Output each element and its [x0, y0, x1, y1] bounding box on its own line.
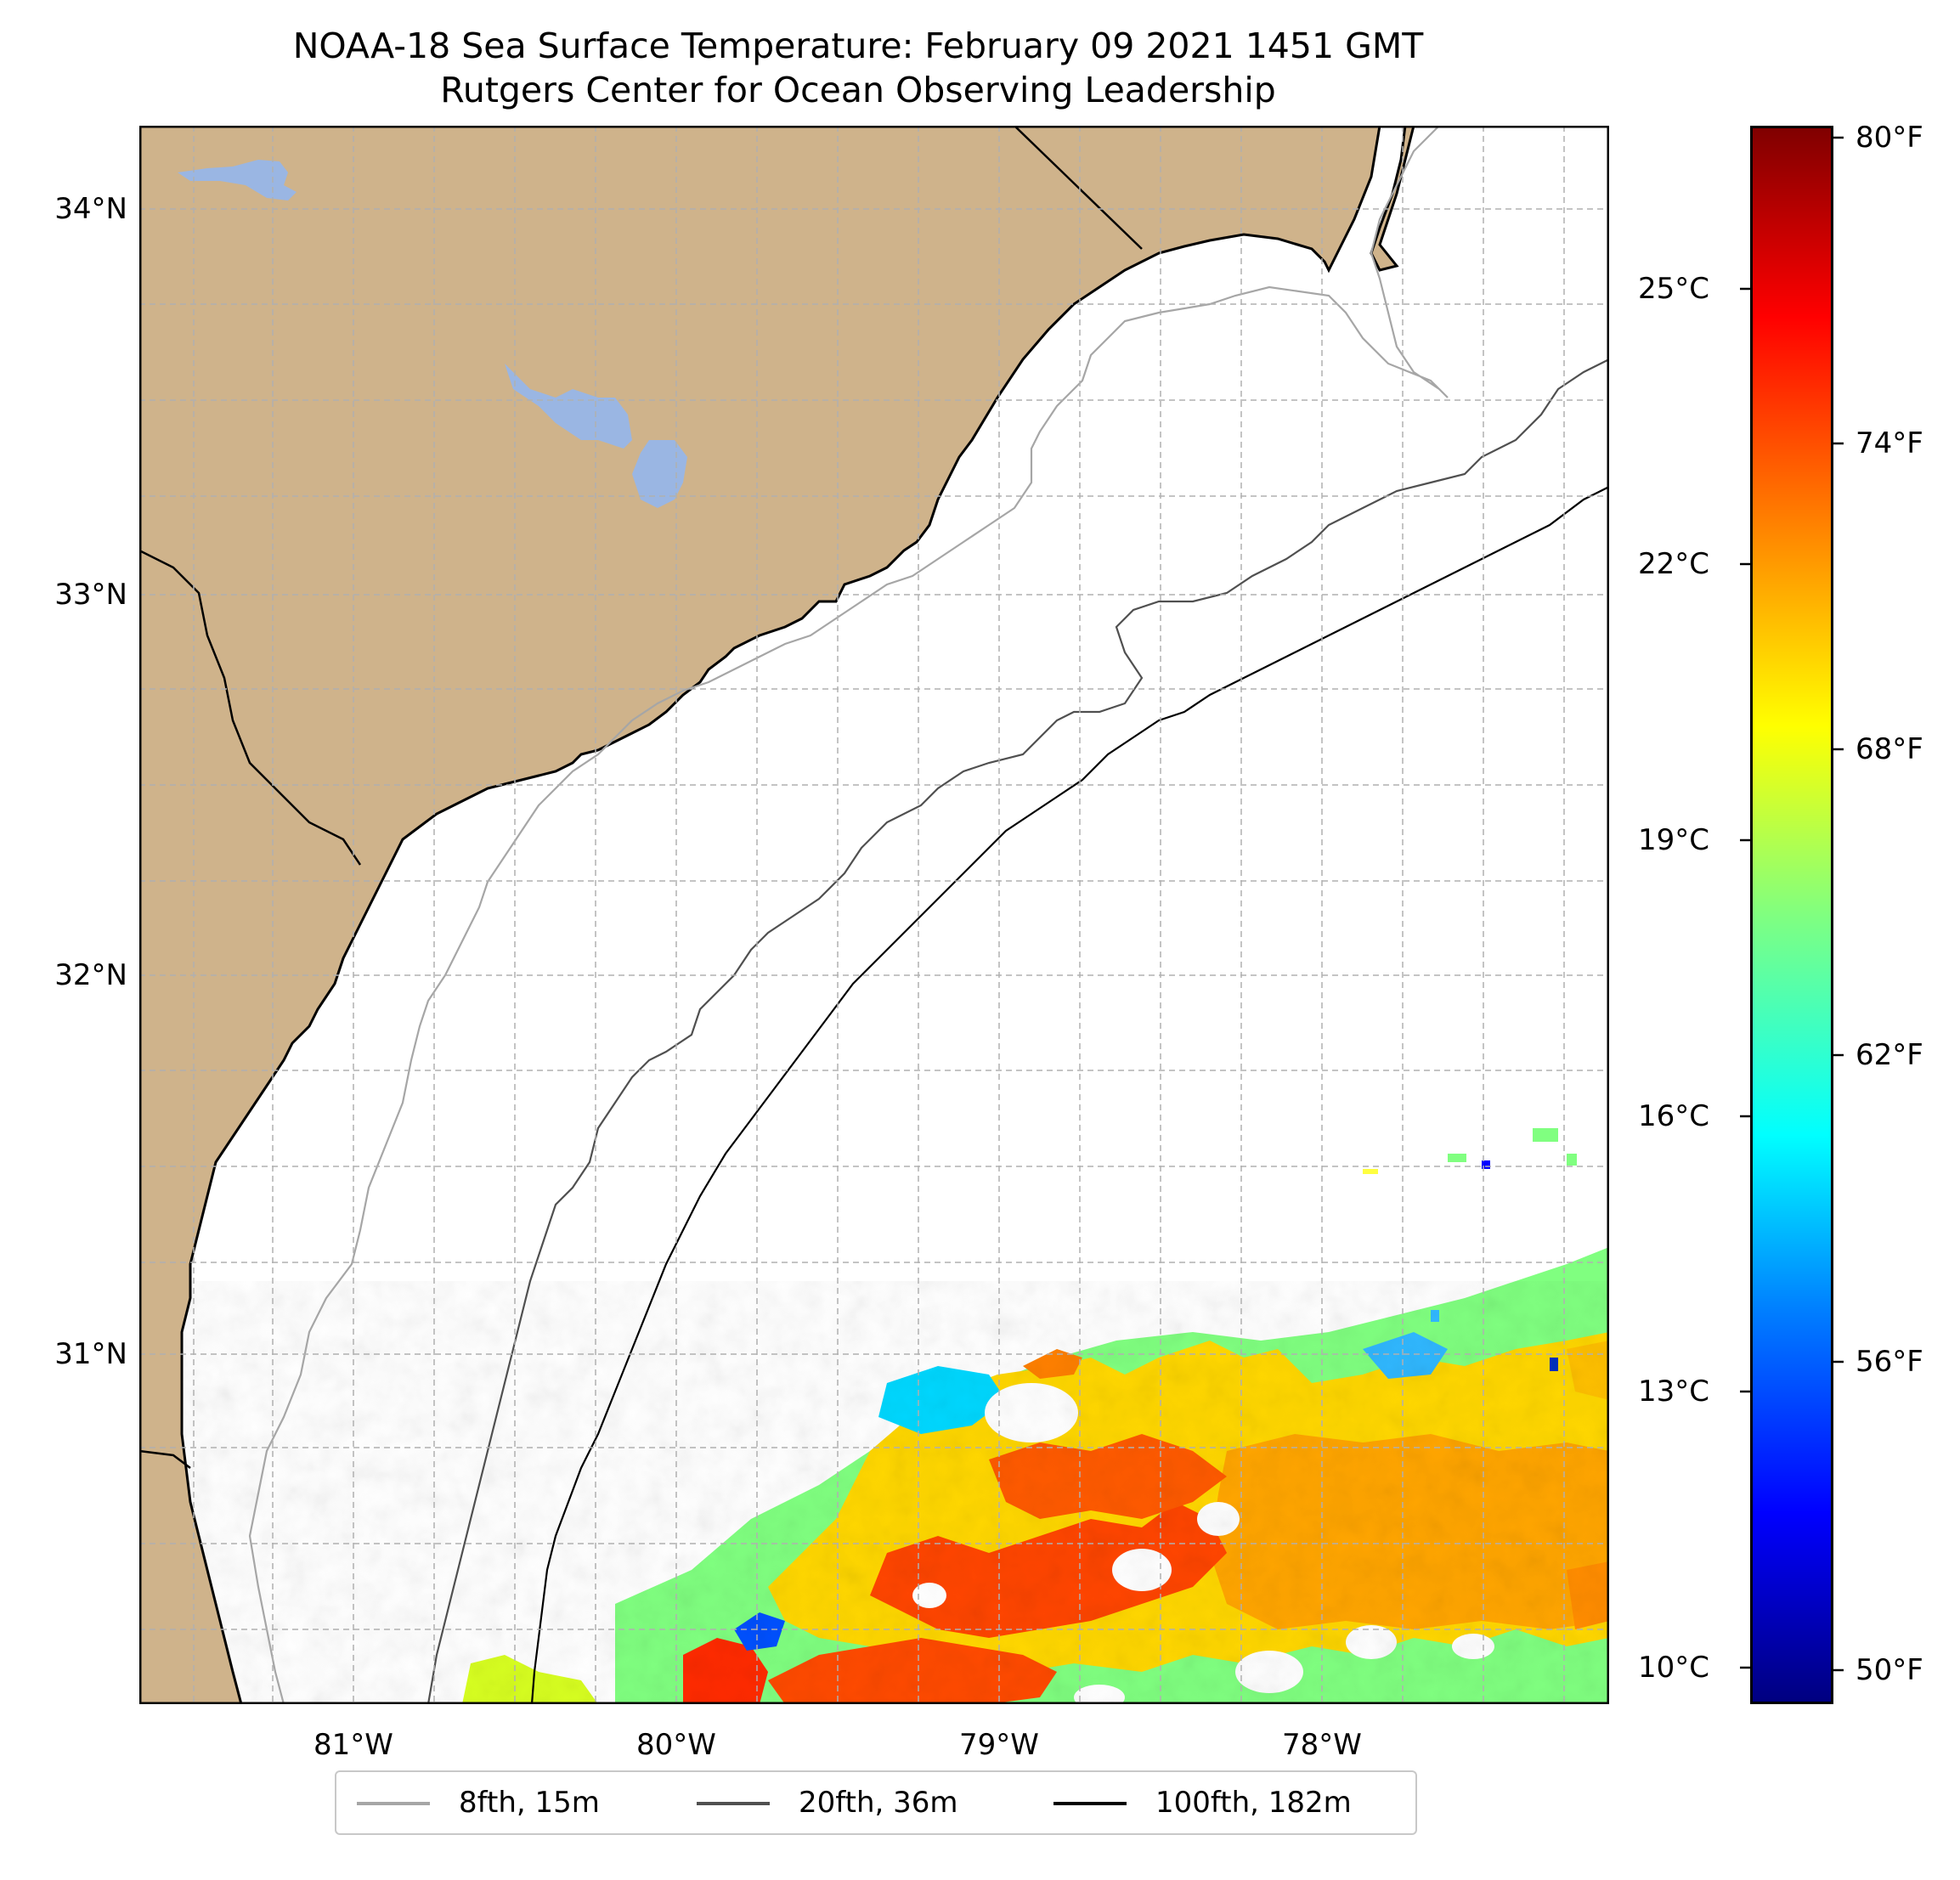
map-title: NOAA-18 Sea Surface Temperature: Februar… — [292, 25, 1424, 66]
cb-label-50f: 50°F — [1856, 1653, 1923, 1687]
cb-label-80f: 80°F — [1856, 121, 1923, 155]
lat-label-33: 33°N — [54, 578, 127, 612]
map-subtitle: Rutgers Center for Ocean Observing Leade… — [440, 70, 1276, 110]
colorbar-ticks — [1740, 136, 1844, 1672]
cb-label-16c: 16°C — [1638, 1099, 1710, 1133]
lon-label-81: 81°W — [313, 1728, 393, 1762]
legend-line-8fth — [357, 1802, 430, 1805]
legend-label-100fth: 100fth, 182m — [1155, 1786, 1352, 1820]
contour-8fth — [248, 126, 1449, 1704]
lat-label-32: 32°N — [54, 958, 127, 992]
cb-label-19c: 19°C — [1638, 823, 1710, 857]
contour-100fth — [530, 486, 1609, 1704]
cb-label-10c: 10°C — [1638, 1651, 1710, 1685]
colorbar — [1750, 126, 1833, 1704]
cb-label-25c: 25°C — [1638, 272, 1710, 306]
cb-label-13c: 13°C — [1638, 1375, 1710, 1409]
legend-label-8fth: 8fth, 15m — [459, 1786, 600, 1820]
contour-20fth — [426, 358, 1609, 1704]
legend-label-20fth: 20fth, 36m — [799, 1786, 958, 1820]
land — [139, 126, 1381, 1704]
lake-moultrie — [632, 440, 687, 508]
cb-label-74f: 74°F — [1856, 426, 1923, 460]
grid-lines — [139, 126, 1609, 1704]
lat-label-31: 31°N — [54, 1337, 127, 1371]
lon-label-80: 80°W — [636, 1728, 716, 1762]
legend-line-20fth — [697, 1802, 770, 1805]
lon-label-78: 78°W — [1282, 1728, 1362, 1762]
cb-label-22c: 22°C — [1638, 547, 1710, 581]
sst-map — [139, 126, 1609, 1704]
cb-label-56f: 56°F — [1856, 1345, 1923, 1379]
cb-label-62f: 62°F — [1856, 1038, 1923, 1072]
lon-label-79: 79°W — [959, 1728, 1039, 1762]
lake-north — [178, 160, 297, 200]
legend-line-100fth — [1053, 1802, 1127, 1805]
legend: 8fth, 15m 20fth, 36m 100fth, 182m — [335, 1770, 1417, 1835]
cb-label-68f: 68°F — [1856, 732, 1923, 766]
lake-marion — [505, 364, 632, 449]
lat-label-34: 34°N — [54, 192, 127, 226]
